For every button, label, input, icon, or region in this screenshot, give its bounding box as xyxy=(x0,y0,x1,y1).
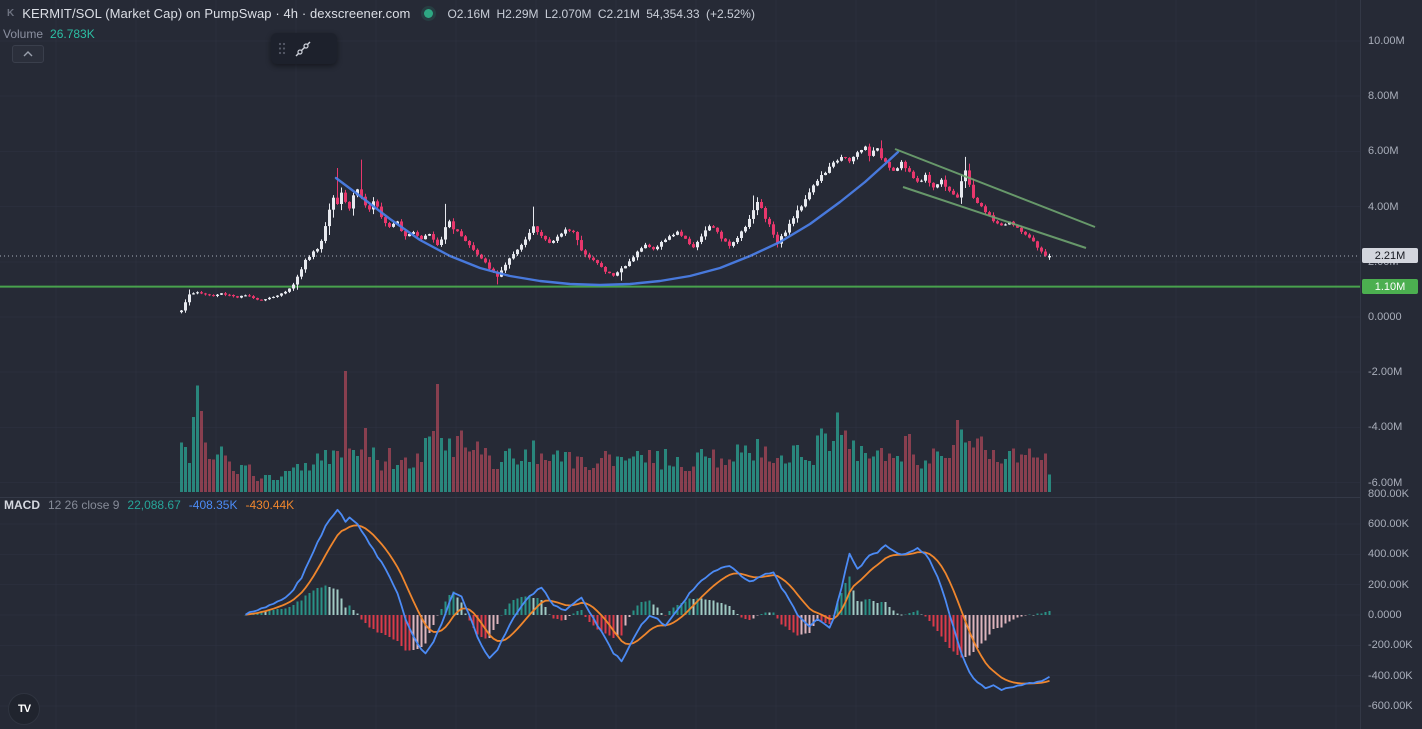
axis-tick-label: -6.00M xyxy=(1368,476,1403,489)
axis-tick-label: 0.0000 xyxy=(1368,311,1402,323)
axis-tick-label: 4.00M xyxy=(1368,200,1399,213)
axis-tick-label: 400.00K xyxy=(1368,548,1409,561)
macd-params: 12 26 close 9 xyxy=(48,498,120,512)
current-price-badge: 2.21M xyxy=(1362,248,1418,263)
macd-signal-line xyxy=(245,524,1050,685)
axis-tick-label: 6.00M xyxy=(1368,145,1399,158)
price-axis[interactable]: 2.21M 1.10M 10.00M8.00M6.00M4.00M2.00M0.… xyxy=(1360,0,1422,729)
tradingview-logo[interactable]: TV xyxy=(8,693,40,725)
trendline-tool-icon[interactable] xyxy=(293,39,313,59)
axis-tick-label: -200.00K xyxy=(1368,639,1413,652)
ma-curve[interactable] xyxy=(334,150,900,287)
token-logo-k: K xyxy=(7,8,15,19)
axis-tick-label: 8.00M xyxy=(1368,90,1399,103)
ohlc-values: O2.16M H2.29M L2.070M C2.21M 54,354.33 (… xyxy=(447,6,755,21)
market-status-icon xyxy=(424,9,434,18)
chart-title: KERMIT/SOL (Market Cap) on PumpSwap · 4h… xyxy=(22,6,411,21)
chart-header: K KERMIT/SOL (Market Cap) on PumpSwap · … xyxy=(7,6,755,21)
axis-tick-label: -2.00M xyxy=(1368,366,1403,379)
trendline[interactable] xyxy=(894,148,1096,228)
axis-tick-label: -400.00K xyxy=(1368,669,1413,682)
trendline[interactable] xyxy=(902,186,1087,249)
collapse-indicators-button[interactable] xyxy=(12,45,44,63)
chevron-up-icon xyxy=(23,51,33,57)
axis-tick-label: 10.00M xyxy=(1368,35,1405,47)
macd-line-value: -408.35K xyxy=(188,498,238,512)
axis-tick-label: -600.00K xyxy=(1368,699,1413,712)
axis-tick-label: 200.00K xyxy=(1368,578,1409,591)
drawing-toolbar[interactable] xyxy=(271,33,337,64)
volume-value: 26.783K xyxy=(50,27,95,41)
macd-indicator-row: MACD 12 26 close 9 22,088.67 -408.35K -4… xyxy=(4,498,294,512)
axis-tick-label: -4.00M xyxy=(1368,421,1403,434)
drag-handle-icon[interactable] xyxy=(278,42,286,55)
volume-series xyxy=(180,371,1051,492)
volume-label: Volume xyxy=(3,27,44,41)
volume-indicator-row: Volume 26.783K xyxy=(3,27,95,41)
axis-tick-label: 800.00K xyxy=(1368,487,1409,500)
price-chart-canvas[interactable] xyxy=(0,0,1361,729)
macd-signal-value: -430.44K xyxy=(245,498,295,512)
axis-tick-label: 600.00K xyxy=(1368,518,1409,531)
candlestick-series xyxy=(180,140,1051,314)
macd-label: MACD xyxy=(4,498,40,512)
axis-tick-label: 0.0000 xyxy=(1368,609,1402,621)
grid xyxy=(0,497,1360,498)
macd-histogram-value: 22,088.67 xyxy=(127,498,181,512)
support-level-badge: 1.10M xyxy=(1362,279,1418,294)
macd-line xyxy=(245,508,1050,691)
